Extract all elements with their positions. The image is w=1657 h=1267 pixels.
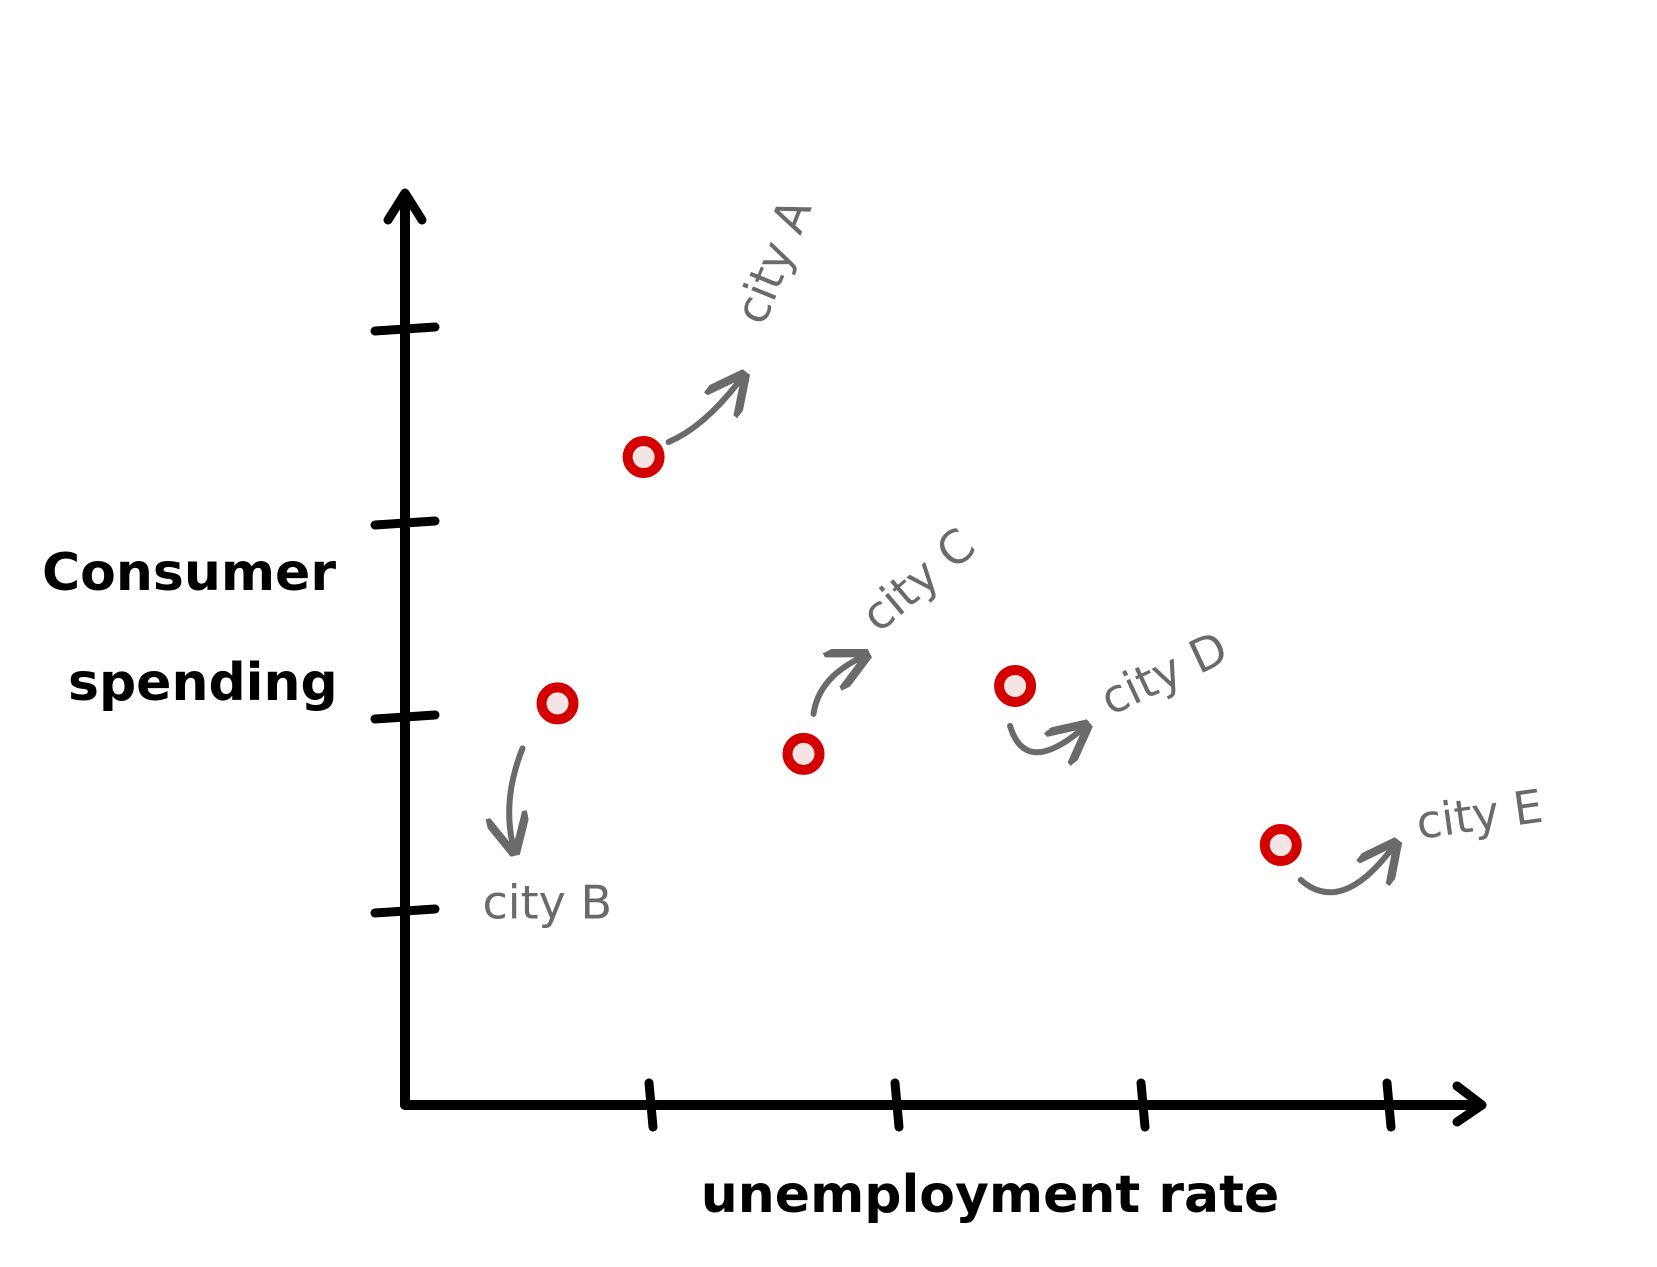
data-point-marker	[1259, 824, 1302, 867]
x-axis-arrow	[1452, 1081, 1487, 1127]
data-point-marker	[536, 682, 579, 725]
data-point-marker	[782, 732, 825, 775]
x-tick	[1382, 1078, 1396, 1132]
y-axis-title-line-1: Consumer	[42, 543, 336, 603]
data-point-marker	[622, 436, 665, 479]
label-arrow	[1297, 850, 1391, 896]
point-label: city B	[483, 875, 613, 929]
x-tick	[644, 1078, 658, 1132]
label-arrow	[665, 382, 739, 446]
point-city-c: city C	[782, 517, 985, 775]
point-label: city D	[1092, 621, 1236, 726]
x-tick	[1136, 1078, 1150, 1132]
point-label: city C	[851, 517, 985, 642]
label-arrow	[1007, 726, 1080, 752]
data-points: city A city B city C city D city E	[483, 190, 1547, 929]
y-tick	[370, 904, 440, 918]
x-axis-title: unemployment rate	[701, 1165, 1279, 1225]
label-arrow	[810, 659, 859, 717]
y-axis-title-line-2: spending	[68, 653, 338, 713]
label-arrow	[509, 745, 522, 843]
data-point-marker	[994, 664, 1037, 707]
y-tick	[370, 322, 440, 336]
y-tick	[370, 516, 440, 530]
y-tick	[370, 710, 440, 724]
x-tick	[890, 1078, 904, 1132]
y-axis-arrow	[383, 188, 427, 225]
x-axis-ticks	[644, 1078, 1396, 1132]
point-label: city A	[724, 190, 823, 331]
point-city-e: city E	[1259, 779, 1546, 896]
y-axis-ticks	[370, 322, 440, 918]
point-label: city E	[1413, 779, 1546, 850]
point-city-a: city A	[622, 190, 823, 479]
point-city-b: city B	[483, 682, 613, 929]
point-city-d: city D	[994, 621, 1236, 753]
